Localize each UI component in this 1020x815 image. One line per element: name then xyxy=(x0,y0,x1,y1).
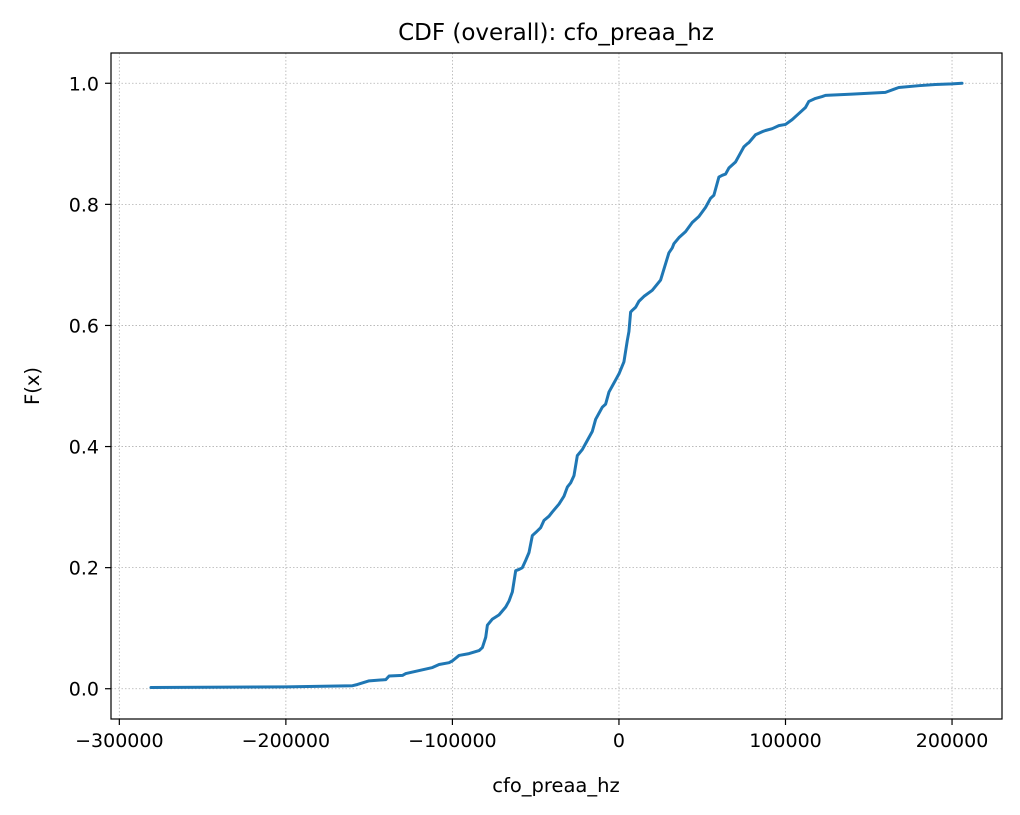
chart-title: CDF (overall): cfo_preaa_hz xyxy=(398,20,714,46)
x-tick-label: 200000 xyxy=(916,730,989,752)
x-tick-label: −100000 xyxy=(408,730,496,752)
y-tick-label: 0.2 xyxy=(69,558,99,580)
plot-frame xyxy=(110,52,1003,720)
x-axis-ticks: −300000 −200000 −100000 0 100000 200000 xyxy=(75,719,988,752)
series-layer xyxy=(149,81,964,690)
y-tick-label: 0.8 xyxy=(69,194,99,216)
y-tick-label: 0.4 xyxy=(69,437,99,459)
y-axis-ticks: 0.0 0.2 0.4 0.6 0.8 1.0 xyxy=(69,73,111,701)
grid-layer xyxy=(111,53,1002,719)
y-tick-label: 0.6 xyxy=(69,315,99,337)
x-tick-label: −200000 xyxy=(242,730,330,752)
y-tick-label: 0.0 xyxy=(69,679,99,701)
y-axis-label: F(x) xyxy=(21,367,44,405)
x-tick-label: −300000 xyxy=(75,730,163,752)
cdf-series-line xyxy=(149,81,964,690)
x-axis-label: cfo_preaa_hz xyxy=(492,774,619,797)
y-tick-label: 1.0 xyxy=(69,73,99,95)
x-tick-label: 0 xyxy=(613,730,625,752)
x-tick-label: 100000 xyxy=(749,730,822,752)
